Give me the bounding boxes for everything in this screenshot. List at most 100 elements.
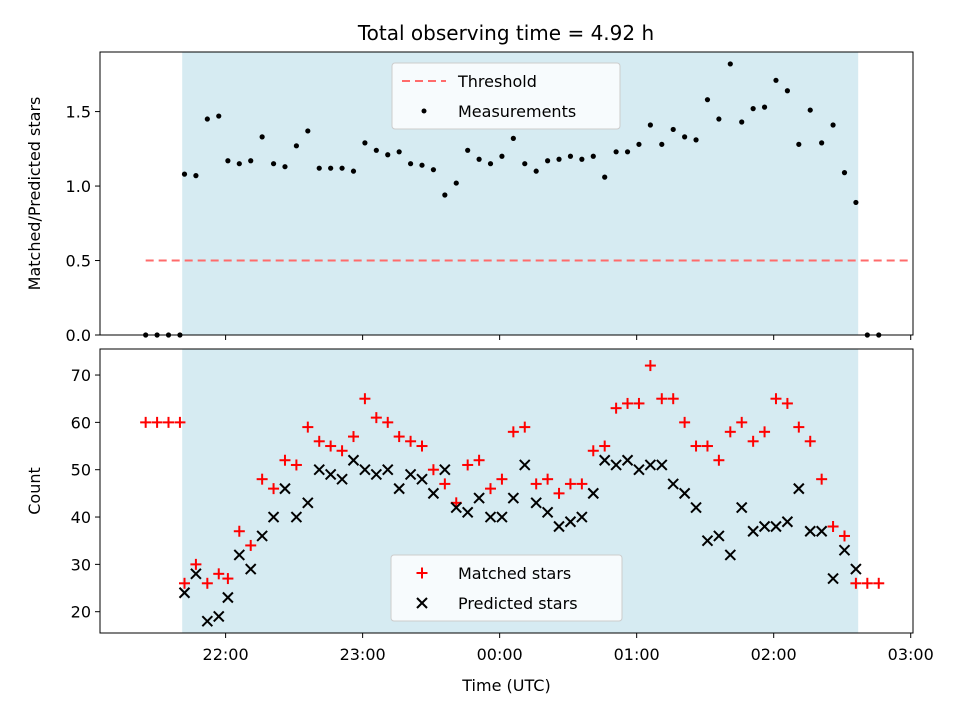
- matched-star-point: [190, 558, 202, 570]
- predicted-star-point: [507, 492, 520, 504]
- predicted-star-point: [621, 454, 634, 466]
- measurement-point: [556, 156, 562, 162]
- measurement-point: [385, 152, 391, 158]
- legend-threshold-label: Threshold: [457, 72, 537, 91]
- matched-star-point: [268, 483, 280, 495]
- matched-star-point: [542, 473, 554, 485]
- top-axes-frame: [99, 51, 914, 336]
- matched-star-point: [473, 454, 485, 466]
- measurement-point: [453, 180, 459, 186]
- matched-star-point: [827, 521, 839, 532]
- predicted-star-point: [850, 563, 862, 575]
- matched-star-point: [245, 539, 257, 551]
- measurement-point: [579, 156, 585, 162]
- measurement-point: [773, 77, 779, 83]
- predicted-star-point: [222, 591, 234, 604]
- predicted-star-point: [690, 501, 702, 514]
- matched-star-point: [633, 397, 645, 409]
- legend-predicted-label: Predicted stars: [458, 594, 578, 613]
- matched-star-point: [781, 397, 793, 409]
- matched-star-point: [690, 440, 702, 452]
- y-tick-label: 0.5: [66, 252, 91, 271]
- measurement-point: [225, 158, 231, 164]
- chart-title: Total observing time = 4.92 h: [357, 21, 654, 45]
- matched-star-point: [359, 393, 371, 405]
- measurement-point: [636, 141, 642, 147]
- matched-star-point: [290, 459, 302, 471]
- matched-star-point: [213, 568, 225, 580]
- predicted-star-point: [530, 497, 542, 509]
- matched-star-point: [530, 478, 542, 490]
- matched-star-point: [793, 421, 805, 433]
- predicted-star-point: [201, 615, 214, 627]
- measurement-point: [499, 153, 505, 159]
- matched-star-point: [178, 577, 190, 589]
- predicted-star-point: [736, 501, 748, 514]
- predicted-star-point: [838, 544, 851, 556]
- matched-star-point: [564, 478, 576, 490]
- predicted-star-point: [213, 610, 225, 623]
- predicted-star-point: [610, 459, 622, 471]
- predicted-star-point: [336, 473, 348, 485]
- matched-star-point: [347, 431, 359, 443]
- matched-star-point: [496, 473, 508, 485]
- measurement-point: [419, 162, 425, 168]
- bottom-panel: 20 30 40 50 60 70 22:00 23:00 00:00 01:00 02:00 03…: [25, 348, 934, 695]
- predicted-star-point: [553, 520, 565, 533]
- measurement-point: [796, 141, 802, 147]
- legend-measurements-swatch: [421, 108, 427, 114]
- measurement-point: [270, 161, 277, 167]
- predicted-star-point: [633, 463, 645, 476]
- top-y-ticks: 0.0 0.5 1.0 1.5: [66, 103, 100, 345]
- x-tick-label: 23:00: [340, 645, 386, 664]
- matched-star-point: [553, 487, 565, 499]
- measurement-point: [693, 137, 699, 143]
- matched-star-point: [427, 464, 439, 476]
- measurement-point: [487, 161, 494, 167]
- matched-star-point: [759, 426, 771, 438]
- x-tick-label: 02:00: [751, 645, 797, 664]
- matched-star-point: [861, 577, 873, 589]
- predicted-star-point: [724, 549, 737, 561]
- predicted-star-point: [815, 525, 828, 537]
- predicted-star-point: [484, 511, 497, 523]
- predicted-star-point: [324, 468, 337, 481]
- matched-star-point: [576, 478, 588, 490]
- matched-star-point: [804, 435, 816, 447]
- y-tick-label: 1.0: [66, 177, 91, 196]
- predicted-star-point: [190, 568, 202, 580]
- measurement-point: [193, 173, 199, 179]
- measurement-point: [602, 174, 608, 180]
- predicted-star-point: [656, 459, 668, 471]
- top-y-axis-label: Matched/Predicted stars: [25, 97, 44, 291]
- predicted-star-point: [804, 525, 816, 537]
- matched-star-point: [587, 445, 599, 457]
- predicted-star-point: [416, 473, 428, 485]
- measurement-point: [339, 165, 345, 171]
- bottom-axes-frame: [99, 348, 914, 634]
- measurement-point: [533, 168, 539, 174]
- predicted-star-point: [347, 454, 360, 466]
- y-tick-label: 20: [71, 603, 91, 622]
- measurement-point: [216, 113, 222, 119]
- predicted-star-point: [245, 563, 257, 575]
- measurement-point: [830, 122, 836, 128]
- matched-star-point: [873, 577, 885, 589]
- matched-star-point: [747, 435, 759, 447]
- predicted-star-point: [302, 497, 314, 509]
- x-tick-label: 22:00: [203, 645, 249, 664]
- measurement-point: [248, 158, 254, 164]
- predicted-star-point: [827, 572, 839, 585]
- measurement-point: [807, 107, 813, 113]
- measurement-point: [362, 140, 368, 146]
- predicted-stars-points: [178, 454, 862, 627]
- matched-star-point: [610, 402, 622, 414]
- predicted-star-point: [290, 511, 303, 523]
- matched-star-point: [644, 360, 656, 372]
- measurement-point: [407, 161, 414, 167]
- predicted-star-point: [439, 463, 451, 476]
- matched-star-point: [724, 426, 736, 438]
- measurement-point: [624, 149, 631, 155]
- y-tick-label: 0.0: [66, 326, 91, 345]
- measurement-point: [305, 128, 311, 134]
